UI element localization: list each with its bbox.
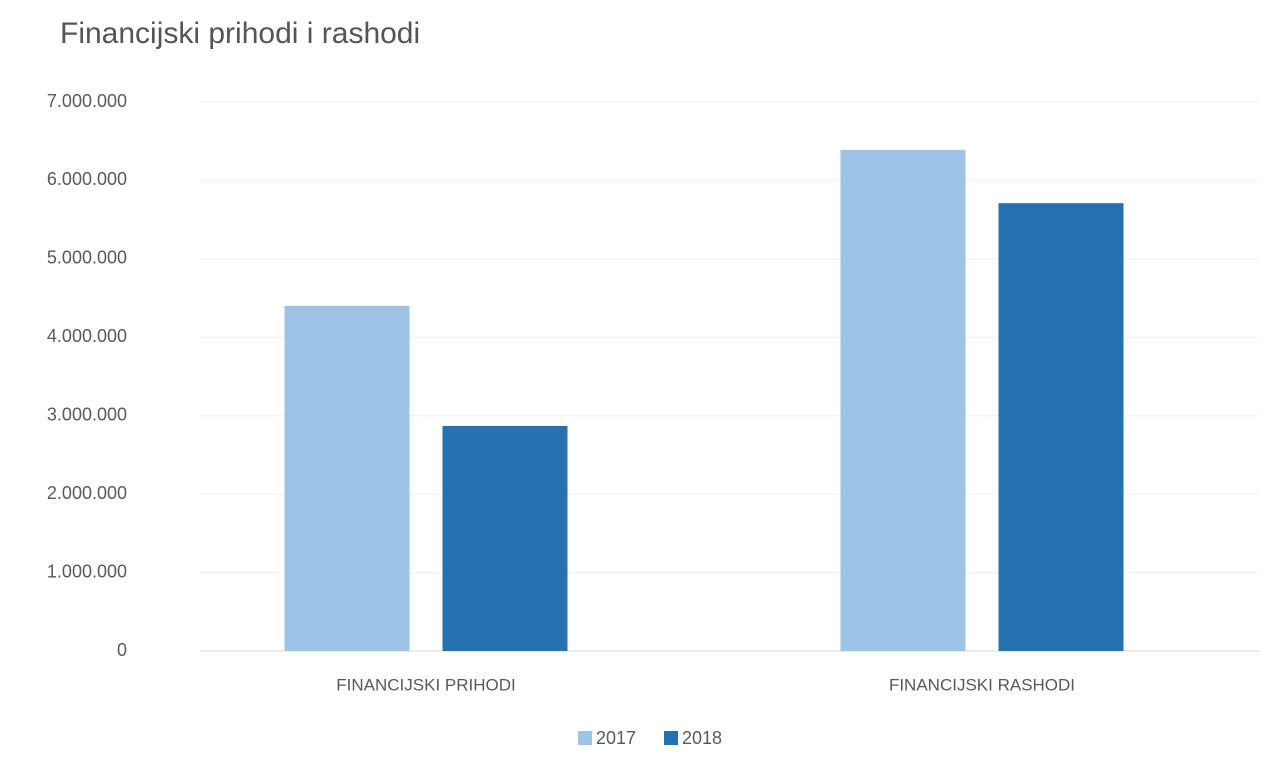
y-tick-label: 0 <box>117 640 127 660</box>
legend-swatch <box>664 731 678 745</box>
bar <box>998 203 1124 651</box>
bar <box>840 149 966 651</box>
x-tick-label: FINANCIJSKI PRIHODI <box>336 675 515 694</box>
y-tick-label: 2.000.000 <box>47 483 127 503</box>
y-tick-label: 1.000.000 <box>47 561 127 581</box>
y-tick-label: 6.000.000 <box>47 169 127 189</box>
y-tick-label: 7.000.000 <box>47 91 127 111</box>
chart-title: Financijski prihodi i rashodi <box>60 17 420 50</box>
legend-label: 2017 <box>596 728 636 748</box>
x-tick-label: FINANCIJSKI RASHODI <box>889 675 1075 694</box>
bar <box>442 425 568 651</box>
y-tick-label: 5.000.000 <box>47 248 127 268</box>
legend-swatch <box>578 731 592 745</box>
bar <box>284 305 410 651</box>
y-tick-label: 4.000.000 <box>47 326 127 346</box>
legend-label: 2018 <box>682 728 722 748</box>
y-tick-label: 3.000.000 <box>47 404 127 424</box>
